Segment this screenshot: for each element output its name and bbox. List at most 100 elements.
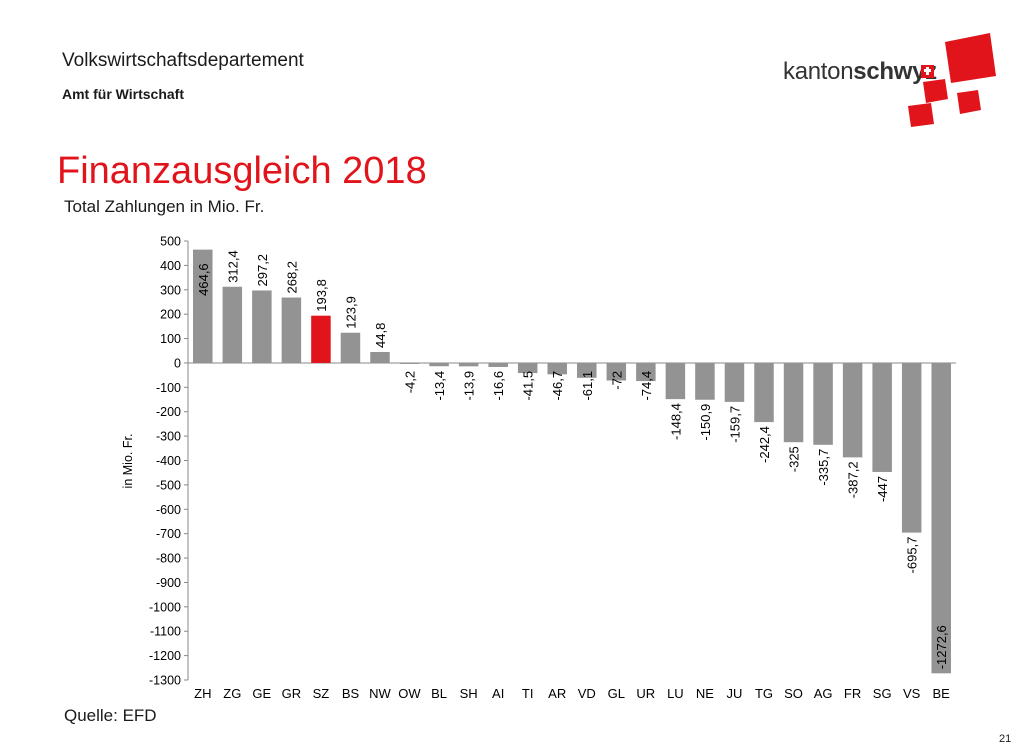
data-label: -325 — [787, 446, 802, 472]
y-tick-label: -300 — [156, 430, 181, 444]
bar-sz — [311, 315, 331, 363]
category-label: SH — [460, 686, 478, 700]
bar-ur — [636, 362, 656, 382]
bar-ow — [399, 362, 420, 364]
category-label: BE — [933, 686, 951, 700]
bar-tg — [754, 362, 774, 423]
category-label: GE — [252, 686, 271, 700]
data-label: -4,2 — [403, 371, 418, 393]
bar-ai — [488, 362, 508, 367]
data-label: 193,8 — [314, 279, 329, 312]
data-label: -74,4 — [639, 371, 654, 401]
data-label: -335,7 — [816, 449, 831, 486]
category-label: TI — [522, 686, 534, 700]
category-label: AG — [814, 686, 833, 700]
department-name: Volkswirtschaftsdepartement — [62, 50, 304, 71]
bar-gl — [606, 362, 627, 381]
bar-ge — [252, 290, 272, 363]
bars-group — [193, 249, 951, 674]
category-label: BL — [431, 686, 447, 700]
category-label: BS — [342, 686, 360, 700]
data-label: -148,4 — [668, 403, 683, 440]
page-number: 21 — [999, 733, 1012, 745]
y-axis: 500 400 300 200 100 0 -100 -200 -300 -400 -500 -600… — [149, 235, 956, 688]
bar-lu — [665, 362, 686, 400]
category-label: UR — [636, 686, 655, 700]
y-tick-label: -200 — [156, 405, 181, 419]
office-name: Amt für Wirtschaft — [62, 86, 184, 102]
y-tick-label: -1200 — [149, 649, 181, 663]
bar-nw — [370, 352, 390, 363]
y-tick-label: 500 — [160, 235, 181, 249]
bar-ar — [547, 362, 567, 375]
category-label: ZG — [223, 686, 241, 700]
bar-zg — [222, 286, 243, 363]
y-tick-label: 200 — [160, 308, 181, 322]
category-label: NW — [369, 686, 391, 700]
bar-ju — [724, 362, 745, 402]
data-labels-group: 464,6 312,4 297,2 268,2 193,8 123,9 44,8 -4,2 -1… — [196, 250, 949, 669]
category-label: LU — [667, 686, 684, 700]
bar-vd — [577, 362, 597, 378]
bar-so — [783, 362, 804, 443]
y-tick-label: 0 — [174, 356, 181, 370]
category-label: AR — [548, 686, 566, 700]
category-label: VS — [903, 686, 921, 700]
data-label: -13,9 — [462, 371, 477, 401]
category-label: GR — [282, 686, 302, 700]
data-label: -16,6 — [491, 371, 506, 401]
category-label: FR — [844, 686, 861, 700]
source-note: Quelle: EFD — [64, 706, 157, 725]
category-label: TG — [755, 686, 773, 700]
category-labels-group: ZH ZG GE GR SZ BS NW OW BL SH AI TI AR VD GL UR LU NE JU TG… — [194, 686, 950, 700]
y-tick-label: -100 — [156, 381, 181, 395]
bar-zh — [193, 249, 213, 363]
bar-vs — [901, 362, 922, 533]
y-tick-label: -400 — [156, 454, 181, 468]
data-label: 464,6 — [196, 263, 211, 296]
category-label: JU — [727, 686, 743, 700]
y-tick-label: -700 — [156, 527, 181, 541]
y-tick-label: -1100 — [150, 625, 181, 639]
data-label: -695,7 — [905, 537, 920, 574]
data-label: -387,2 — [846, 461, 861, 498]
category-label: NE — [696, 686, 714, 700]
bar-gr — [281, 297, 302, 363]
data-label: -13,4 — [432, 371, 447, 401]
data-label: 312,4 — [225, 250, 240, 283]
bar-ti — [517, 362, 538, 374]
y-tick-label: -1300 — [149, 674, 181, 688]
bar-sh — [458, 362, 479, 367]
category-label: GL — [608, 686, 625, 700]
logo-text-light: kanton — [783, 58, 854, 85]
y-tick-label: -900 — [156, 576, 181, 590]
data-label: -150,9 — [698, 404, 713, 441]
bar-bl — [429, 362, 449, 367]
category-label: OW — [398, 686, 421, 700]
bar-fr — [842, 362, 863, 458]
bar-sg — [872, 362, 892, 472]
category-label: ZH — [194, 686, 211, 700]
bar-be — [931, 362, 951, 674]
y-tick-label: -500 — [156, 478, 181, 492]
category-label: SG — [873, 686, 892, 700]
category-label: SO — [784, 686, 803, 700]
chart-subtitle: Total Zahlungen in Mio. Fr. — [64, 197, 265, 216]
data-label: -159,7 — [728, 406, 743, 443]
data-label: -242,4 — [757, 426, 772, 463]
data-label: -61,1 — [580, 371, 595, 401]
category-label: SZ — [313, 686, 330, 700]
y-tick-label: -1000 — [149, 600, 181, 614]
data-label: -447 — [875, 476, 890, 502]
y-axis-label: in Mio. Fr. — [121, 434, 135, 489]
y-tick-label: -800 — [156, 552, 181, 566]
y-tick-label: -600 — [156, 503, 181, 517]
bar-ne — [695, 362, 715, 400]
data-label: 297,2 — [255, 254, 270, 287]
bar-ag — [813, 362, 833, 445]
data-label: -1272,6 — [934, 625, 949, 669]
data-label: -41,5 — [521, 371, 536, 401]
data-label: -46,7 — [550, 371, 565, 401]
data-label: -72 — [609, 371, 624, 390]
category-label: AI — [492, 686, 504, 700]
